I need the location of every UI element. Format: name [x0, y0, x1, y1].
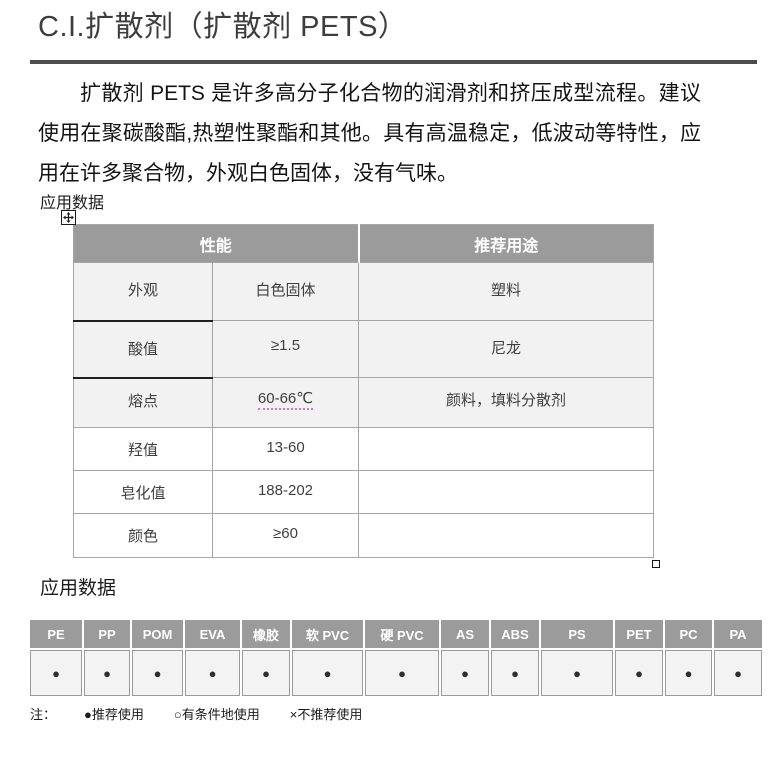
application-rating-cell: ● [714, 650, 762, 696]
use-cell [358, 513, 655, 558]
use-cell: 颜料，填料分散剂 [358, 377, 655, 428]
property-cell: 熔点 [73, 377, 213, 428]
application-column-header: AS [441, 620, 489, 648]
application-rating-cell: ● [665, 650, 712, 696]
move-icon [63, 212, 74, 223]
application-column-header: EVA [185, 620, 240, 648]
property-cell: 酸值 [73, 319, 213, 379]
application-column-header: PS [541, 620, 613, 648]
section-heading-applications: 应用数据 [40, 578, 117, 599]
legend-item-recommended: ●推荐使用 [84, 707, 144, 722]
page-title: C.I.扩散剂（扩散剂 PETS） [38, 11, 408, 43]
application-column-header: 橡胶 [242, 620, 290, 648]
legend-item-not-recommended: ×不推荐使用 [289, 707, 363, 722]
application-column-header: PP [84, 620, 130, 648]
section-heading-properties: 应用数据 [40, 195, 105, 212]
intro-paragraph: 扩散剂 PETS 是许多高分子化合物的润滑剂和挤压成型流程。建议使用在聚碳酸酯,… [38, 82, 701, 185]
property-cell: 颜色 [73, 513, 213, 558]
application-rating-cell: ● [292, 650, 363, 696]
use-cell [358, 427, 655, 471]
application-column-header: 软 PVC [292, 620, 363, 648]
table-row: 熔点 60-66℃ 颜料，填料分散剂 [73, 377, 655, 428]
application-column-header: POM [132, 620, 183, 648]
table-row: 皂化值 188-202 [73, 470, 655, 514]
properties-table: 性能 推荐用途 外观 白色固体 塑料 酸值 ≥1.5 尼龙 熔点 60-66℃ … [73, 224, 655, 558]
value-cell: 白色固体 [211, 262, 360, 321]
applications-rating-row: ● ● ● ● ● ● ● ● ● ● ● ● ● [30, 650, 762, 696]
value-cell: 13-60 [211, 427, 360, 471]
table-move-handle[interactable] [61, 210, 76, 225]
value-cell: ≥60 [211, 513, 360, 558]
applications-header-row: PE PP POM EVA 橡胶 软 PVC 硬 PVC AS ABS PS P… [30, 620, 762, 648]
legend-note: 注： ●推荐使用 ○有条件地使用 ×不推荐使用 [30, 704, 757, 723]
application-rating-cell: ● [491, 650, 539, 696]
application-rating-cell: ● [30, 650, 82, 696]
application-rating-cell: ● [185, 650, 240, 696]
application-column-header: ABS [491, 620, 539, 648]
application-rating-cell: ● [615, 650, 663, 696]
table-row: 羟值 13-60 [73, 427, 655, 471]
legend-label: 注： [30, 707, 57, 722]
application-column-header: 硬 PVC [365, 620, 439, 648]
application-rating-cell: ● [441, 650, 489, 696]
application-column-header: PE [30, 620, 82, 648]
table-row: 酸值 ≥1.5 尼龙 [73, 319, 655, 379]
table-resize-handle[interactable] [652, 560, 660, 568]
application-column-header: PET [615, 620, 663, 648]
application-rating-cell: ● [541, 650, 613, 696]
application-rating-cell: ● [84, 650, 130, 696]
application-rating-cell: ● [132, 650, 183, 696]
table-row: 颜色 ≥60 [73, 513, 655, 558]
use-cell [358, 470, 655, 514]
value-cell: ≥1.5 [211, 320, 360, 378]
application-rating-cell: ● [242, 650, 290, 696]
properties-header-row: 性能 推荐用途 [73, 224, 654, 263]
applications-table: PE PP POM EVA 橡胶 软 PVC 硬 PVC AS ABS PS P… [28, 618, 764, 698]
header-performance: 性能 [73, 224, 359, 263]
use-cell: 塑料 [358, 262, 655, 321]
spellcheck-underlined-value: 60-66℃ [257, 390, 314, 410]
property-cell: 外观 [73, 262, 213, 321]
title-divider [30, 60, 757, 64]
value-cell: 188-202 [211, 470, 360, 514]
property-cell: 羟值 [73, 427, 213, 471]
document-page: C.I.扩散剂（扩散剂 PETS） 扩散剂 PETS 是许多高分子化合物的润滑剂… [28, 11, 764, 723]
application-rating-cell: ● [365, 650, 439, 696]
header-recommended-use: 推荐用途 [357, 224, 654, 263]
table-row: 外观 白色固体 塑料 [73, 262, 655, 321]
application-column-header: PA [714, 620, 762, 648]
use-cell: 尼龙 [358, 320, 655, 378]
properties-table-wrapper: 性能 推荐用途 外观 白色固体 塑料 酸值 ≥1.5 尼龙 熔点 60-66℃ … [61, 210, 660, 568]
value-cell: 60-66℃ [211, 377, 360, 428]
property-cell: 皂化值 [73, 470, 213, 514]
application-column-header: PC [665, 620, 712, 648]
legend-item-conditional: ○有条件地使用 [173, 707, 260, 722]
